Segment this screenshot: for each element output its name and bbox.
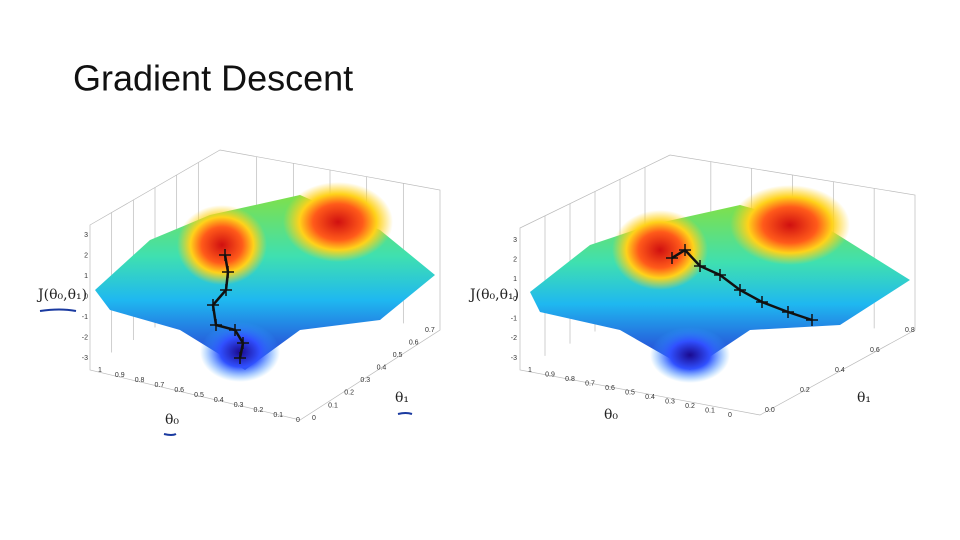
descent-step	[806, 314, 818, 326]
x-tick-label: 1	[528, 367, 532, 374]
x-tick-label: 0.8	[135, 377, 145, 384]
descent-step	[220, 284, 232, 296]
z-tick-label: 0	[84, 293, 88, 300]
y-tick-label: 0.8	[905, 327, 915, 334]
x-tick-label: 0.5	[194, 392, 204, 399]
x-tick-label: 0	[728, 412, 732, 419]
z-tick-label: 2	[513, 257, 517, 264]
x-tick-label: 0	[296, 417, 300, 424]
surface-pit	[650, 327, 730, 383]
descent-step	[219, 249, 231, 261]
x-tick-label: 0.4	[645, 394, 655, 401]
x-tick-label: 0.7	[155, 382, 165, 389]
z-tick-label: -1	[511, 316, 517, 323]
y-tick-label: 0.1	[328, 402, 338, 409]
x-tick-label: 0.4	[214, 397, 224, 404]
x-tick-label: 0.2	[685, 403, 695, 410]
descent-step	[714, 269, 726, 281]
z-tick-label: -3	[82, 355, 88, 362]
z-tick-label: 3	[84, 232, 88, 239]
descent-step	[756, 296, 768, 308]
z-tick-label: -1	[82, 314, 88, 321]
x-tick-label: 0.9	[115, 372, 125, 379]
y-tick-label: 0.7	[425, 327, 435, 334]
y-tick-label: 0.2	[800, 387, 810, 394]
x-tick-label: 0.5	[625, 389, 635, 396]
y-tick-label: 0.4	[377, 365, 387, 372]
z-tick-label: 1	[513, 276, 517, 283]
x-tick-label: 0.1	[273, 412, 283, 419]
z-tick-label: 0	[513, 296, 517, 303]
pen-mark	[39, 308, 77, 312]
x-tick-label: 0.6	[174, 387, 184, 394]
descent-step	[734, 284, 746, 296]
pen-mark	[397, 412, 413, 415]
surface-plot: 3 2 1 0 -1 -2 -3 1 0.9 0.8 0.7 0.6 0.5 0.4 0.3 0.2 0.1 0 0…	[468, 154, 916, 423]
descent-step	[234, 352, 246, 364]
descent-step	[694, 260, 706, 272]
z-tick-label: -2	[82, 334, 88, 341]
x-tick-label: 0.2	[254, 407, 264, 414]
y-tick-label: 0.4	[835, 367, 845, 374]
z-axis-label: J(θ₀,θ₁)	[36, 287, 87, 303]
pen-mark	[163, 433, 177, 436]
x-tick-label: 0.8	[565, 376, 575, 383]
x-tick-label: 0.6	[605, 385, 615, 392]
y-tick-label: 0.2	[344, 390, 354, 397]
x-tick-label: 0.1	[705, 407, 715, 414]
y-tick-label: 0.0	[765, 407, 775, 414]
descent-step	[207, 299, 219, 311]
x-tick-label: 0.9	[545, 371, 555, 378]
plot-box	[89, 149, 441, 421]
descent-step	[679, 244, 691, 256]
descent-step	[782, 306, 794, 318]
descent-step	[666, 252, 678, 264]
x-tick-label: 1	[98, 367, 102, 374]
descent-step	[210, 319, 222, 331]
y-tick-label: 0	[312, 415, 316, 422]
z-tick-label: -2	[511, 335, 517, 342]
y-tick-label: 0.6	[409, 339, 419, 346]
surface-peak	[177, 205, 267, 285]
y-tick-label: 0.3	[360, 377, 370, 384]
x-tick-label: 0.7	[585, 380, 595, 387]
z-tick-label: 2	[84, 252, 88, 259]
x-axis-label: θ₀	[165, 412, 179, 428]
descent-path	[671, 248, 813, 322]
z-tick-label: 1	[84, 273, 88, 280]
y-tick-label: 0.6	[870, 347, 880, 354]
descent-step	[222, 266, 234, 278]
descent-step	[229, 324, 241, 336]
x-axis-label: θ₀	[604, 407, 618, 423]
surface-plot: 3 2 1 0 -1 -2 -3 1 0.9 0.8 0.7 0.6 0.5 0.4 0.3 0.2 0.1 0 0…	[36, 149, 441, 428]
descent-step	[237, 337, 249, 349]
y-axis-label: θ₁	[395, 390, 409, 406]
x-tick-label: 0.3	[234, 402, 244, 409]
y-tick-label: 0.5	[393, 352, 403, 359]
z-tick-label: -3	[511, 355, 517, 362]
x-tick-label: 0.3	[665, 398, 675, 405]
y-axis-label: θ₁	[857, 390, 871, 406]
z-tick-label: 3	[513, 237, 517, 244]
z-axis-label: J(θ₀,θ₁)	[468, 287, 519, 303]
surface-peak	[730, 185, 850, 265]
slide-title: Gradient Descent	[73, 58, 353, 99]
surface-peak	[612, 210, 708, 290]
plot-box	[519, 154, 916, 416]
surface-peak	[283, 182, 393, 262]
